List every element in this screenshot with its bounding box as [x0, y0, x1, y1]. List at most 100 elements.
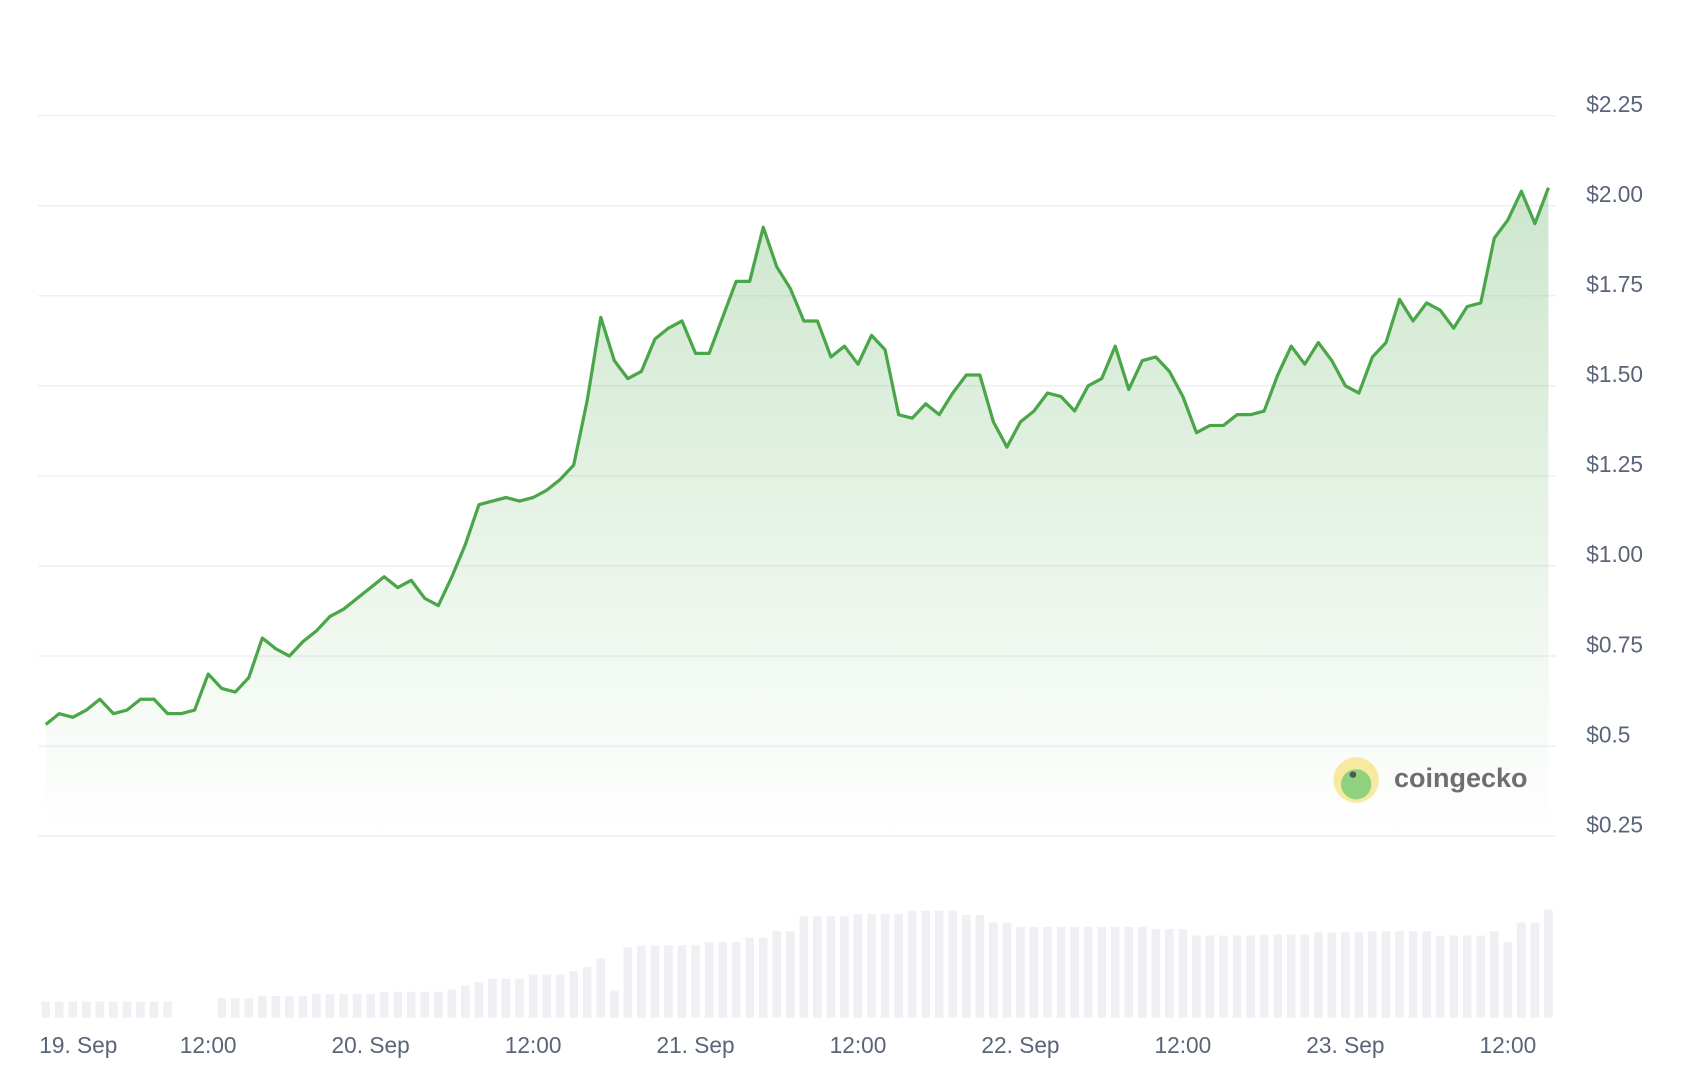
volume-bar [501, 978, 511, 1018]
volume-bar [1422, 931, 1431, 1018]
volume-bar [799, 916, 809, 1018]
volume-bar [1408, 931, 1418, 1018]
volume-bar [1476, 935, 1486, 1018]
volume-bar [285, 996, 294, 1018]
volume-bar [1462, 935, 1472, 1018]
volume-bar [420, 991, 430, 1018]
volume-bar [610, 990, 619, 1018]
volume-bar [691, 945, 700, 1018]
volume-bar [1151, 929, 1161, 1018]
volume-bar [1043, 926, 1052, 1018]
volume-bar [230, 998, 240, 1018]
volume-bar [1368, 931, 1377, 1018]
volume-bar [772, 931, 782, 1018]
volume-bar [1097, 926, 1107, 1018]
volume-bar [853, 913, 863, 1018]
volume-bar [1395, 931, 1404, 1018]
volume-bar [542, 974, 551, 1018]
volume-bar [704, 942, 714, 1018]
volume-bar [840, 916, 849, 1018]
volume-bar [1449, 935, 1459, 1018]
volume-bar [379, 991, 389, 1018]
volume-bar [637, 945, 646, 1018]
volume-bar [1273, 934, 1283, 1018]
volume-bar [1205, 935, 1215, 1018]
price-line [44, 187, 1550, 726]
volume-bar [826, 916, 836, 1018]
x-tick-label: 23. Sep [1306, 1032, 1384, 1058]
volume-bar [447, 989, 457, 1018]
volume-bar [1341, 932, 1350, 1018]
volume-bar [82, 1001, 91, 1018]
volume-bar [1070, 926, 1079, 1018]
volume-bar [1165, 929, 1174, 1018]
volume-bar [1178, 929, 1188, 1018]
area [45, 187, 1549, 837]
volume-bar [880, 913, 890, 1018]
volume-bar [1381, 931, 1391, 1018]
watermark: coingecko [1333, 757, 1528, 803]
volume-bar [813, 916, 822, 1018]
volume-bar [1110, 926, 1120, 1018]
volume-bar [1489, 931, 1499, 1018]
volume-bar [1286, 934, 1296, 1018]
volume-bar [785, 931, 795, 1018]
volume-bar [271, 996, 281, 1018]
volume-bar [1002, 922, 1012, 1018]
volume-bar [569, 971, 579, 1018]
x-tick-label: 12:00 [1155, 1032, 1212, 1058]
volume-bar [41, 1001, 51, 1018]
volume-bar [528, 974, 538, 1018]
volume-bar [555, 974, 565, 1018]
x-tick-label: 21. Sep [656, 1032, 734, 1058]
logo-inner [1341, 769, 1372, 800]
volume-bar [718, 942, 727, 1018]
volume-bar [948, 910, 958, 1018]
volume-bar [582, 966, 592, 1018]
volume-bar [109, 1001, 118, 1018]
y-tick-label: $1.50 [1586, 361, 1643, 387]
y-tick-label: $2.00 [1586, 181, 1643, 207]
x-tick-label: 12:00 [180, 1032, 237, 1058]
volume-bar [1246, 935, 1255, 1018]
volume-bar [921, 910, 931, 1018]
y-tick-label: $0.75 [1586, 631, 1643, 657]
volume-bar [1530, 922, 1540, 1018]
x-tick-label: 22. Sep [981, 1032, 1059, 1058]
volume-bar [989, 922, 998, 1018]
volume-bar [1435, 935, 1445, 1018]
volume-bar [122, 1001, 132, 1018]
volume-bar [352, 993, 362, 1018]
volume-bar [1354, 932, 1364, 1018]
volume-bar [731, 942, 741, 1018]
volume-bar [1313, 932, 1323, 1018]
x-tick-label: 20. Sep [332, 1032, 410, 1058]
volume-bar [1124, 926, 1134, 1018]
volume-bar [1300, 934, 1310, 1018]
volume-bar [312, 993, 321, 1018]
volume-bar [474, 982, 484, 1018]
volume-bar [907, 910, 917, 1018]
volume-bar [664, 945, 673, 1018]
y-tick-label: $0.5 [1586, 721, 1630, 747]
volume-bar [244, 998, 254, 1018]
volume-bar [1503, 942, 1513, 1018]
volume-bar [934, 910, 944, 1018]
volume-bar [1517, 922, 1526, 1018]
volume-bar [961, 915, 971, 1018]
volume-bar [1029, 926, 1039, 1018]
volume-bar [623, 947, 633, 1018]
volume-bar [366, 993, 375, 1018]
y-tick-label: $1.00 [1586, 541, 1643, 567]
volume-bar [1327, 932, 1337, 1018]
volume-bar [1219, 935, 1228, 1018]
volume-bar [1259, 934, 1269, 1018]
volume-bar [393, 991, 403, 1018]
volume-bar [1544, 909, 1553, 1018]
y-tick-label: $1.25 [1586, 451, 1643, 477]
volume-bar [1056, 926, 1066, 1018]
x-tick-label: 12:00 [830, 1032, 887, 1058]
x-tick-label: 19. Sep [39, 1032, 117, 1058]
